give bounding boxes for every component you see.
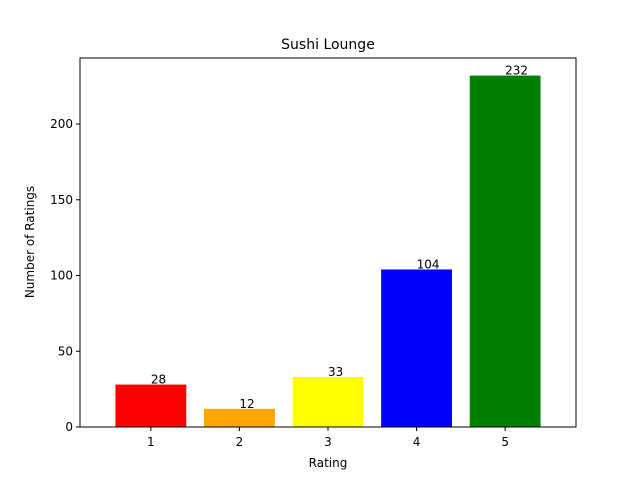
y-axis: 0 50 100 150 200: [50, 117, 80, 434]
x-tick-label: 2: [236, 435, 244, 449]
x-axis: 1 2 3 4 5: [147, 427, 509, 449]
y-tick-label: 200: [50, 117, 73, 131]
x-tick-label: 4: [413, 435, 421, 449]
bar-rating-3: [292, 377, 364, 427]
plot-frame: [79, 57, 577, 428]
x-axis-label: Rating: [309, 456, 348, 470]
data-label-rating-4: 104: [417, 257, 440, 271]
bar-rating-1: [115, 384, 187, 427]
y-tick-label: 50: [58, 344, 73, 358]
bar-rating-4: [381, 269, 452, 427]
y-tick-label: 150: [50, 193, 73, 207]
data-label-rating-5: 232: [505, 64, 528, 78]
bar-rating-5: [469, 75, 541, 428]
x-tick-label: 5: [501, 435, 509, 449]
chart-title: Sushi Lounge: [281, 37, 375, 53]
y-tick-label: 0: [65, 420, 73, 434]
data-labels-group: 28 12 33 104 232: [151, 64, 528, 411]
bar-rating-2: [204, 408, 275, 427]
x-tick-label: 3: [324, 435, 332, 449]
bars-group: [115, 75, 541, 428]
y-axis-label: Number of Ratings: [23, 186, 37, 298]
data-label-rating-3: 33: [328, 365, 343, 379]
data-label-rating-1: 28: [151, 373, 166, 387]
data-label-rating-2: 12: [239, 397, 254, 411]
x-tick-label: 1: [147, 435, 155, 449]
y-tick-label: 100: [50, 269, 73, 283]
